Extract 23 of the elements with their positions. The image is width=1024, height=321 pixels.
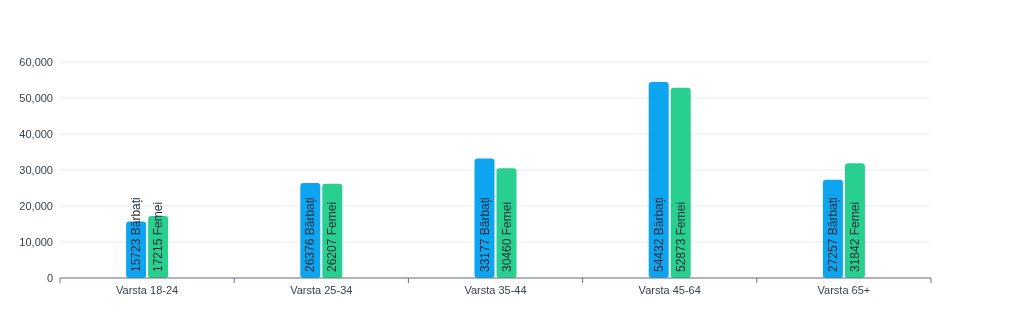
data-label: 54432 Bărbați [651, 197, 666, 272]
data-label: 26207 Femei [325, 201, 340, 272]
data-label: 27257 Bărbați [825, 197, 840, 272]
x-tick-label: Varsta 45-64 [638, 284, 701, 296]
bar [670, 87, 691, 278]
x-tick-label: Varsta 18-24 [116, 284, 179, 296]
data-label: 30460 Femei [499, 201, 514, 272]
y-tick-label: 0 [46, 271, 53, 284]
y-tick-label: 50,000 [19, 91, 53, 104]
data-label: 26376 Bărbați [303, 197, 318, 272]
data-label: 52873 Femei [673, 201, 688, 272]
y-tick-label: 20,000 [19, 199, 53, 212]
data-label: 33177 Bărbați [477, 197, 492, 272]
x-tick-label: Varsta 35-44 [464, 284, 527, 296]
y-tick-label: 40,000 [19, 127, 53, 140]
data-label: 15723 Bărbați [129, 197, 144, 272]
x-tick-label: Varsta 25-34 [290, 284, 353, 296]
y-tick-label: 60,000 [19, 55, 53, 68]
data-label: 17215 Femei [151, 201, 166, 272]
y-tick-label: 30,000 [19, 163, 53, 176]
data-label: 31842 Femei [847, 201, 862, 272]
y-tick-label: 10,000 [19, 235, 53, 248]
x-tick-label: Varsta 65+ [817, 284, 871, 296]
